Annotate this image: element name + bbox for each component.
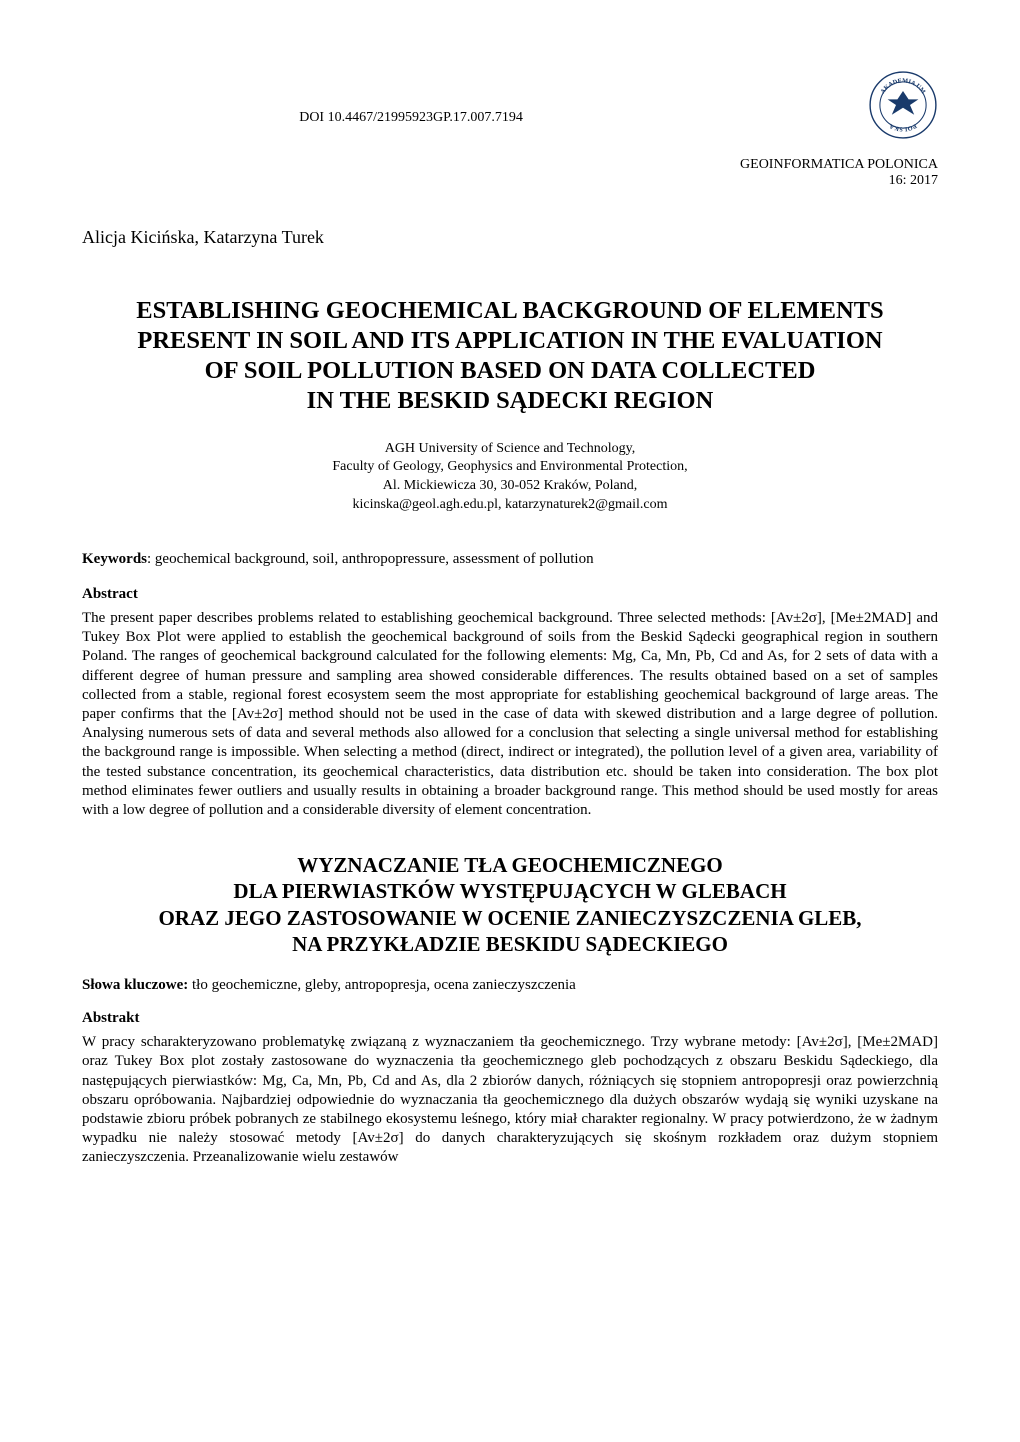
article-title: ESTABLISHING GEOCHEMICAL BACKGROUND OF E… [82,296,938,416]
affiliation: AGH University of Science and Technology… [82,440,938,516]
title-line: IN THE BESKID SĄDECKI REGION [82,386,938,416]
article-title-pl: WYZNACZANIE TŁA GEOCHEMICZNEGO DLA PIERW… [82,852,938,957]
subtitle-line: DLA PIERWIASTKÓW WYSTĘPUJĄCYCH W GLEBACH [82,878,938,904]
keywords-pl-text: tło geochemiczne, gleby, antropopresja, … [188,977,576,993]
affil-line: AGH University of Science and Technology… [82,440,938,459]
affil-line: Al. Mickiewicza 30, 30-052 Kraków, Polan… [82,477,938,496]
keywords-text: : geochemical background, soil, anthropo… [147,551,594,567]
title-line: OF SOIL POLLUTION BASED ON DATA COLLECTE… [82,356,938,386]
page-header: DOI 10.4467/21995923GP.17.007.7194 AKADE… [82,70,938,189]
journal-name: GEOINFORMATICA POLONICA [740,157,938,173]
journal-block: AKADEMIA UM POLSKA GEOINFORMATICA POLONI… [740,70,938,189]
keywords-label: Keywords [82,551,147,567]
title-line: ESTABLISHING GEOCHEMICAL BACKGROUND OF E… [82,296,938,326]
keywords-en: Keywords: geochemical background, soil, … [82,551,938,568]
abstract-body: The present paper describes problems rel… [82,609,938,820]
subtitle-line: ORAZ JEGO ZASTOSOWANIE W OCENIE ZANIECZY… [82,905,938,931]
doi-text: DOI 10.4467/21995923GP.17.007.7194 [82,70,740,126]
keywords-pl-label: Słowa kluczowe: [82,977,188,993]
abstract-heading: Abstract [82,586,938,603]
authors: Alicja Kicińska, Katarzyna Turek [82,227,938,248]
subtitle-line: WYZNACZANIE TŁA GEOCHEMICZNEGO [82,852,938,878]
keywords-pl: Słowa kluczowe: tło geochemiczne, gleby,… [82,977,938,994]
subtitle-line: NA PRZYKŁADZIE BESKIDU SĄDECKIEGO [82,931,938,957]
journal-logo: AKADEMIA UM POLSKA [868,70,938,145]
title-line: PRESENT IN SOIL AND ITS APPLICATION IN T… [82,326,938,356]
journal-issue: 16: 2017 [889,173,938,189]
abstrakt-body: W pracy scharakteryzowano problematykę z… [82,1033,938,1167]
affil-line: Faculty of Geology, Geophysics and Envir… [82,458,938,477]
abstrakt-heading: Abstrakt [82,1010,938,1027]
affil-line: kicinska@geol.agh.edu.pl, katarzynaturek… [82,496,938,515]
